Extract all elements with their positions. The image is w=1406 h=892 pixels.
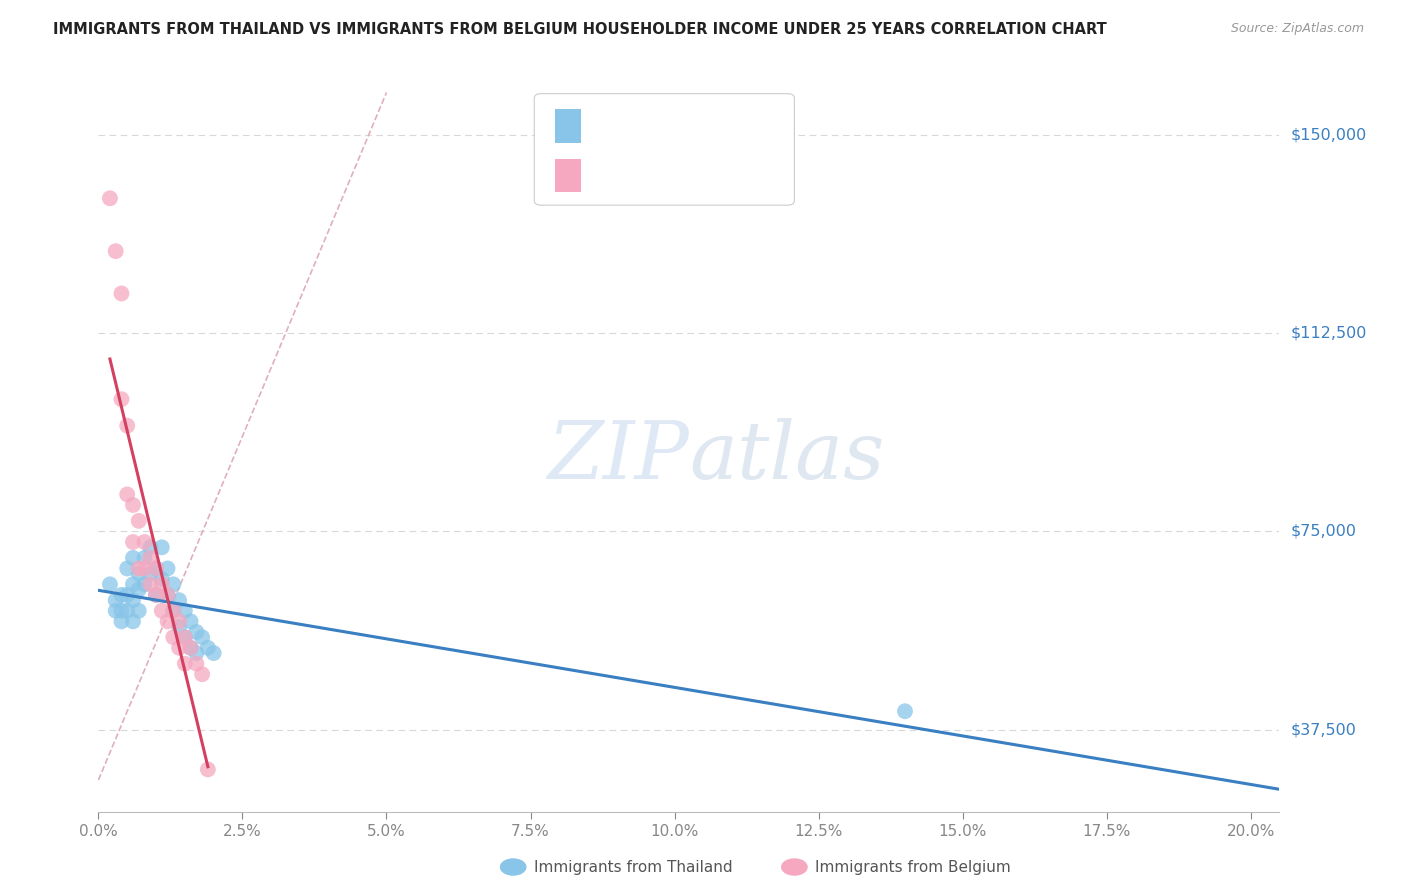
- Text: 0.216: 0.216: [628, 166, 679, 181]
- Point: [150, 541, 173, 555]
- Point: [150, 604, 173, 618]
- Point: [162, 577, 184, 591]
- Point: [191, 667, 214, 681]
- Point: [134, 535, 156, 549]
- Point: [173, 657, 195, 671]
- Point: [145, 588, 167, 602]
- Point: [186, 624, 208, 639]
- Text: R =: R =: [589, 166, 623, 181]
- Text: Immigrants from Thailand: Immigrants from Thailand: [534, 860, 733, 874]
- Text: 30: 30: [713, 166, 735, 181]
- Point: [173, 630, 195, 644]
- Point: [167, 593, 190, 607]
- Point: [173, 630, 195, 644]
- Point: [145, 561, 167, 575]
- Point: [134, 561, 156, 575]
- Text: N =: N =: [679, 117, 713, 132]
- Point: [110, 392, 132, 407]
- Point: [150, 572, 173, 586]
- Point: [139, 577, 162, 591]
- Text: Immigrants from Belgium: Immigrants from Belgium: [815, 860, 1011, 874]
- Point: [139, 550, 162, 565]
- Point: [110, 588, 132, 602]
- Point: [128, 582, 150, 597]
- Point: [128, 514, 150, 528]
- Point: [156, 588, 179, 602]
- Point: [197, 640, 219, 655]
- Point: [162, 604, 184, 618]
- Point: [180, 640, 202, 655]
- Point: [156, 615, 179, 629]
- Text: R =: R =: [589, 117, 623, 132]
- Point: [115, 561, 138, 575]
- Text: $150,000: $150,000: [1291, 128, 1367, 143]
- Point: [145, 588, 167, 602]
- Text: 40: 40: [713, 117, 735, 132]
- Point: [104, 604, 127, 618]
- Point: [122, 550, 145, 565]
- Point: [110, 286, 132, 301]
- Point: [134, 550, 156, 565]
- Point: [110, 604, 132, 618]
- Point: [180, 640, 202, 655]
- Text: $75,000: $75,000: [1291, 524, 1357, 539]
- Point: [150, 577, 173, 591]
- Point: [122, 535, 145, 549]
- Text: IMMIGRANTS FROM THAILAND VS IMMIGRANTS FROM BELGIUM HOUSEHOLDER INCOME UNDER 25 : IMMIGRANTS FROM THAILAND VS IMMIGRANTS F…: [53, 22, 1107, 37]
- Point: [128, 566, 150, 581]
- Point: [191, 630, 214, 644]
- Point: [115, 588, 138, 602]
- Point: [98, 577, 121, 591]
- Point: [162, 630, 184, 644]
- Point: [98, 191, 121, 205]
- Text: -0.394: -0.394: [628, 117, 686, 132]
- Text: Source: ZipAtlas.com: Source: ZipAtlas.com: [1230, 22, 1364, 36]
- Point: [122, 498, 145, 512]
- Point: [115, 487, 138, 501]
- Point: [115, 604, 138, 618]
- Point: [186, 657, 208, 671]
- Point: [128, 561, 150, 575]
- Point: [104, 244, 127, 259]
- Text: N =: N =: [679, 166, 713, 181]
- Point: [134, 577, 156, 591]
- Point: [173, 604, 195, 618]
- Point: [167, 640, 190, 655]
- Point: [197, 763, 219, 777]
- Point: [156, 588, 179, 602]
- Point: [139, 541, 162, 555]
- Point: [167, 615, 190, 629]
- Point: [110, 615, 132, 629]
- Point: [162, 604, 184, 618]
- Point: [139, 566, 162, 581]
- Point: [122, 577, 145, 591]
- Text: $37,500: $37,500: [1291, 723, 1357, 738]
- Text: ZIP: ZIP: [547, 417, 689, 495]
- Point: [186, 646, 208, 660]
- Point: [122, 593, 145, 607]
- Point: [128, 604, 150, 618]
- Point: [104, 593, 127, 607]
- Point: [122, 615, 145, 629]
- Point: [115, 418, 138, 433]
- Text: atlas: atlas: [689, 417, 884, 495]
- Point: [202, 646, 225, 660]
- Point: [894, 704, 917, 718]
- Text: $112,500: $112,500: [1291, 326, 1367, 341]
- Point: [156, 561, 179, 575]
- Point: [167, 620, 190, 634]
- Point: [145, 561, 167, 575]
- Point: [180, 615, 202, 629]
